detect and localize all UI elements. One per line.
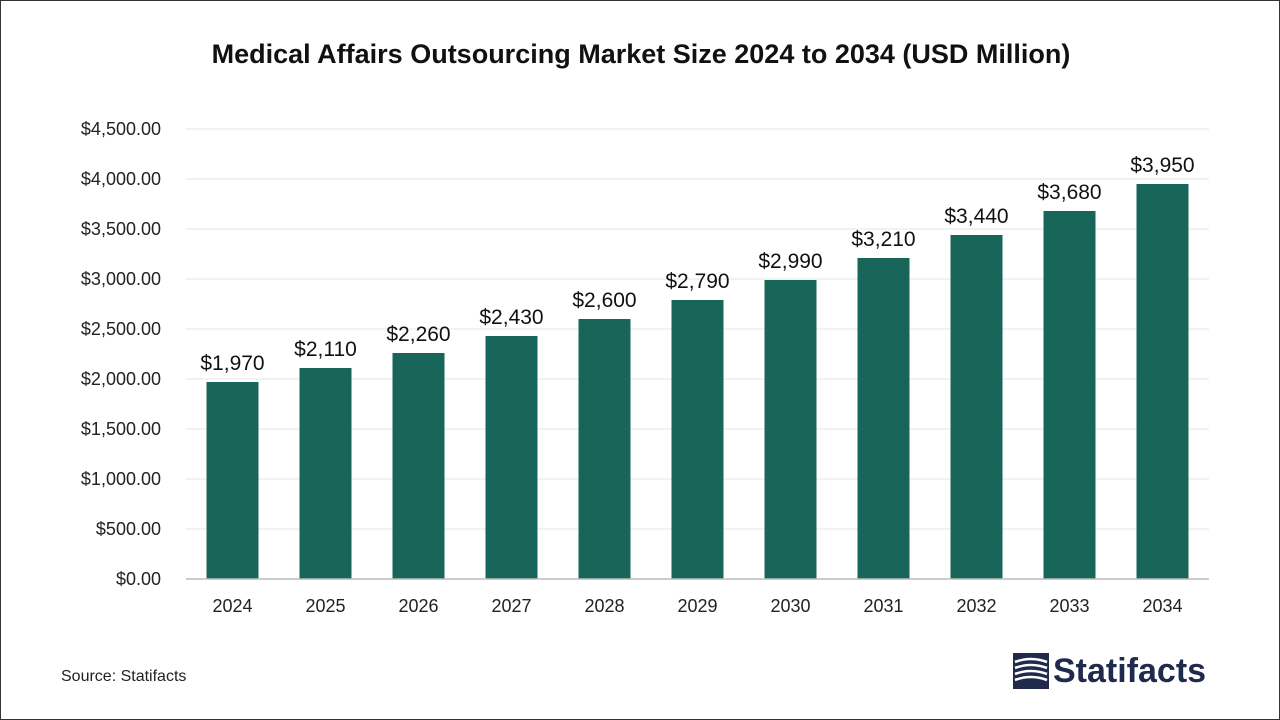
bar-value-label: $2,260 — [386, 323, 450, 346]
bar-2033 — [1043, 211, 1096, 579]
bar-value-labels: $1,970 $2,110 $2,260 $2,430 $2,600 $2,790 $2,9… — [200, 154, 1194, 375]
brand-name: Statifacts — [1053, 651, 1207, 690]
bar-value-label: $3,210 — [851, 228, 915, 251]
x-tick-label: 2033 — [1049, 596, 1089, 616]
bar-2027 — [485, 336, 538, 579]
bar-2032 — [950, 235, 1003, 579]
statifacts-logo-icon — [1013, 653, 1049, 689]
y-tick-label: $2,000.00 — [81, 369, 161, 389]
y-tick-label: $500.00 — [96, 519, 161, 539]
brand-logo: Statifacts — [1013, 651, 1206, 691]
bar-value-label: $2,990 — [758, 250, 822, 273]
y-tick-label: $2,500.00 — [81, 319, 161, 339]
bar-value-label: $3,680 — [1037, 181, 1101, 204]
x-tick-label: 2031 — [863, 596, 903, 616]
bar-value-label: $2,790 — [665, 270, 729, 293]
y-tick-label: $0.00 — [116, 569, 161, 589]
x-tick-label: 2026 — [398, 596, 438, 616]
y-tick-label: $4,500.00 — [81, 119, 161, 139]
bar-value-label: $2,430 — [479, 306, 543, 329]
bar-value-label: $2,110 — [294, 338, 357, 361]
bar-2025 — [299, 368, 352, 579]
bar-value-label: $3,440 — [944, 205, 1008, 228]
y-tick-label: $1,000.00 — [81, 469, 161, 489]
x-tick-label: 2028 — [584, 596, 624, 616]
y-tick-label: $4,000.00 — [81, 169, 161, 189]
y-tick-label: $3,000.00 — [81, 269, 161, 289]
y-tick-label: $3,500.00 — [81, 219, 161, 239]
bars — [206, 184, 1189, 579]
bar-2034 — [1136, 184, 1189, 579]
source-note: Source: Statifacts — [61, 668, 187, 685]
x-tick-label: 2027 — [491, 596, 531, 616]
x-axis-ticks: 2024 2025 2026 2027 2028 2029 2030 2031 2032 2033… — [212, 596, 1182, 616]
x-tick-label: 2029 — [677, 596, 717, 616]
bar-2030 — [764, 280, 817, 579]
y-tick-label: $1,500.00 — [81, 419, 161, 439]
bar-2026 — [392, 353, 445, 579]
bar-2024 — [206, 382, 259, 579]
bar-2031 — [857, 258, 910, 579]
bar-value-label: $1,970 — [200, 352, 264, 375]
bar-2029 — [671, 300, 724, 579]
x-tick-label: 2024 — [212, 596, 252, 616]
x-tick-label: 2030 — [770, 596, 810, 616]
y-axis-ticks: $0.00 $500.00 $1,000.00 $1,500.00 $2,000.00 $… — [81, 119, 161, 589]
x-tick-label: 2025 — [305, 596, 345, 616]
bar-value-label: $2,600 — [572, 289, 636, 312]
chart-title: Medical Affairs Outsourcing Market Size … — [211, 39, 1071, 69]
bar-value-label: $3,950 — [1130, 154, 1194, 177]
x-tick-label: 2032 — [956, 596, 996, 616]
x-tick-label: 2034 — [1142, 596, 1182, 616]
bar-2028 — [578, 319, 631, 579]
